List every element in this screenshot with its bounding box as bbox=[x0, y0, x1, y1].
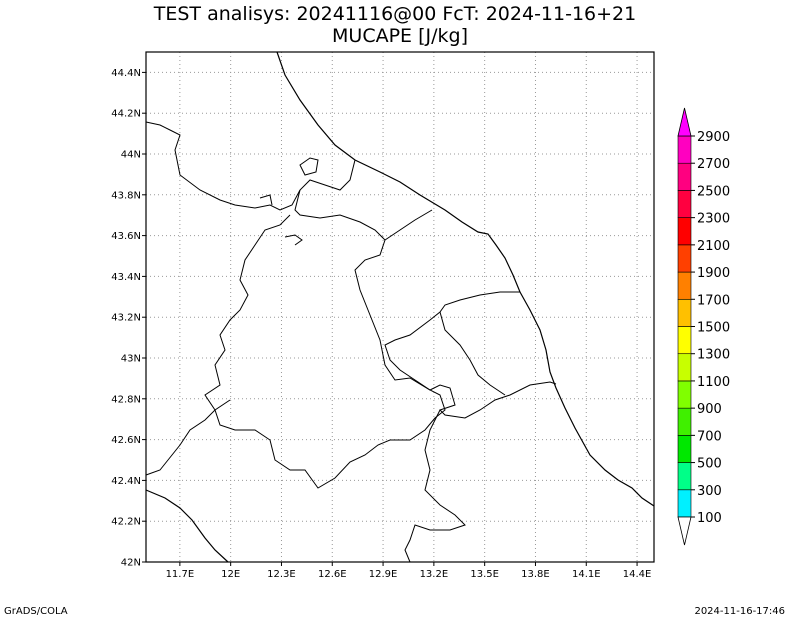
lat-tick-label: 43.6N bbox=[111, 231, 141, 242]
colorbar-segment bbox=[677, 489, 692, 518]
colorbar-label: 500 bbox=[697, 457, 722, 472]
lon-tick-label: 14.4E bbox=[623, 569, 652, 580]
colorbar-segment bbox=[677, 326, 692, 355]
lat-tick-label: 42.4N bbox=[111, 476, 141, 487]
colorbar-segment bbox=[677, 298, 692, 327]
regional-boundaries bbox=[145, 121, 557, 563]
colorbar-label: 2900 bbox=[697, 130, 730, 145]
lon-tick-label: 13.5E bbox=[470, 569, 499, 580]
colorbar-over-triangle bbox=[677, 107, 692, 137]
coastline bbox=[145, 51, 655, 563]
lat-tick-label: 43.2N bbox=[111, 313, 141, 324]
lon-tick-label: 13.8E bbox=[521, 569, 550, 580]
lat-tick-label: 44N bbox=[121, 150, 141, 161]
lat-tick-label: 44.4N bbox=[111, 68, 141, 79]
colorbar-label: 700 bbox=[697, 429, 722, 444]
colorbar-label: 2700 bbox=[697, 157, 730, 172]
colorbar-label: 1700 bbox=[697, 293, 730, 308]
lat-tick-label: 42.2N bbox=[111, 517, 141, 528]
lon-tick-label: 12.6E bbox=[318, 569, 347, 580]
lon-tick-label: 11.7E bbox=[166, 569, 195, 580]
title-line-2: MUCAPE [J/kg] bbox=[332, 25, 468, 47]
colorbar-segment bbox=[677, 135, 692, 164]
grid-lines bbox=[146, 52, 654, 562]
colorbar-label: 900 bbox=[697, 402, 722, 417]
colorbar-segment bbox=[677, 162, 692, 191]
colorbar-label: 2100 bbox=[697, 239, 730, 254]
lat-tick-label: 44.2N bbox=[111, 109, 141, 120]
lon-tick-label: 12.3E bbox=[267, 569, 296, 580]
colorbar-segment bbox=[677, 462, 692, 491]
colorbar-segment bbox=[677, 244, 692, 273]
colorbar-label: 1900 bbox=[697, 266, 730, 281]
colorbar-segment bbox=[677, 380, 692, 409]
colorbar-label: 1300 bbox=[697, 348, 730, 363]
lon-tick-label: 12E bbox=[221, 569, 240, 580]
colorbar-label: 2500 bbox=[697, 184, 730, 199]
colorbar-label: 1100 bbox=[697, 375, 730, 390]
colorbar-segment bbox=[677, 271, 692, 300]
lat-tick-label: 43.4N bbox=[111, 272, 141, 283]
colorbar-segment bbox=[677, 407, 692, 436]
lat-tick-label: 43N bbox=[121, 354, 141, 365]
axis-ticks: 42N 42.2N 42.4N 42.6N 42.8N 43N 43.2N 43.4N 43.6… bbox=[111, 68, 651, 580]
colorbar-segment bbox=[677, 217, 692, 246]
colorbar-segment bbox=[677, 435, 692, 463]
lon-tick-label: 14.1E bbox=[572, 569, 601, 580]
lat-tick-label: 42.6N bbox=[111, 435, 141, 446]
colorbar-segment bbox=[677, 353, 692, 382]
lat-tick-label: 42N bbox=[121, 558, 141, 569]
colorbar: 100 300 500 700 900 1100 1300 1500 1700 1900 2100 2… bbox=[677, 107, 730, 546]
colorbar-label: 100 bbox=[697, 511, 722, 526]
lat-tick-label: 43.8N bbox=[111, 190, 141, 201]
colorbar-segment bbox=[677, 190, 692, 218]
colorbar-label: 2300 bbox=[697, 212, 730, 227]
colorbar-under-triangle bbox=[677, 516, 692, 546]
lon-tick-label: 12.9E bbox=[369, 569, 398, 580]
lat-tick-label: 42.8N bbox=[111, 394, 141, 405]
colorbar-label: 300 bbox=[697, 484, 722, 499]
footer-left: GrADS/COLA bbox=[4, 606, 68, 617]
footer-right: 2024-11-16-17:46 bbox=[694, 606, 785, 617]
colorbar-label: 1500 bbox=[697, 321, 730, 336]
map-frame bbox=[145, 51, 655, 563]
lon-tick-label: 13.2E bbox=[420, 569, 449, 580]
title-line-1: TEST analisys: 20241116@00 FcT: 2024-11-… bbox=[153, 3, 636, 25]
